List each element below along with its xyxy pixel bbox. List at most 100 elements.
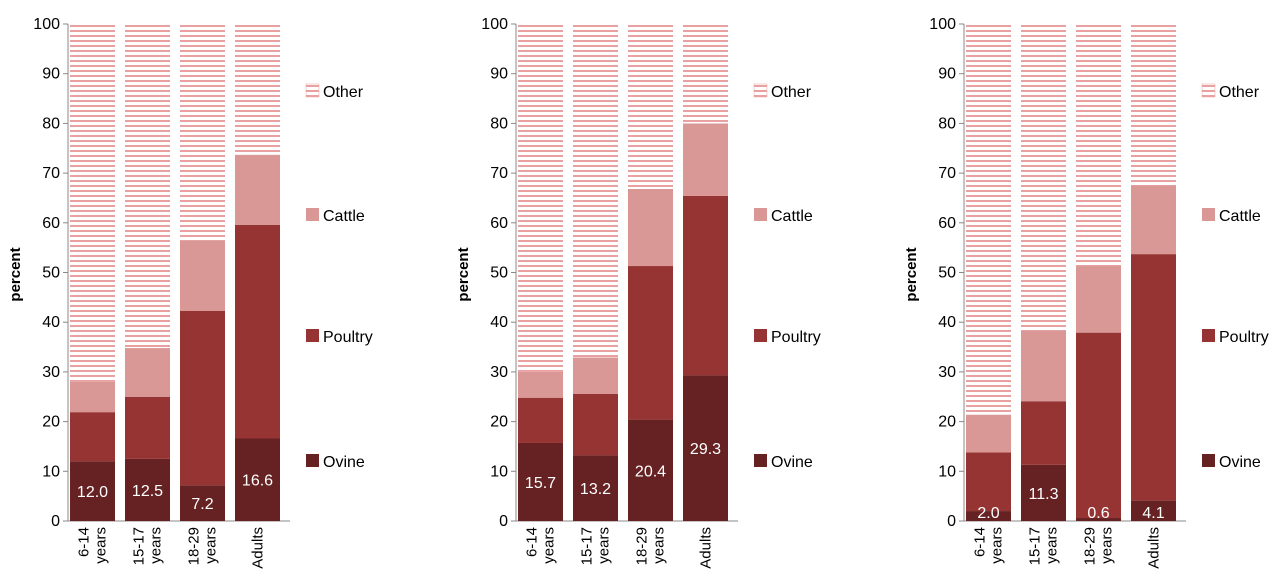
y-tick-label: 20 — [938, 414, 956, 431]
y-tick-label: 20 — [490, 414, 508, 431]
x-category-label-part: Adults — [698, 527, 715, 569]
x-category-label: 18-29years — [634, 527, 668, 565]
bar-segment-poultry — [1131, 254, 1176, 501]
legend-swatch-poultry — [754, 329, 767, 342]
bar-segment-poultry — [1076, 332, 1121, 519]
x-category-label: 6-14years — [972, 527, 1006, 564]
bar-segment-other — [125, 24, 170, 349]
data-label: 11.3 — [1029, 486, 1059, 503]
data-label: 12.5 — [132, 483, 163, 500]
x-category-label: Adults — [250, 527, 267, 569]
bar-segment-poultry — [180, 310, 225, 486]
y-tick-label: 100 — [929, 16, 956, 33]
bar-segment-other — [70, 24, 115, 382]
bar-segment-other — [235, 24, 280, 155]
legend-label-ovine: Ovine — [323, 454, 365, 471]
y-tick-label: 20 — [42, 414, 60, 431]
y-tick-label: 80 — [938, 115, 956, 132]
bar-segment-cattle — [180, 240, 225, 311]
y-axis-label: percent — [455, 247, 472, 301]
bar-segment-cattle — [573, 357, 618, 394]
legend-label-ovine: Ovine — [1219, 454, 1261, 471]
data-label: 12.0 — [77, 484, 108, 501]
y-tick-label: 70 — [42, 165, 60, 182]
y-tick-label: 40 — [938, 314, 956, 331]
bar-segment-ovine — [1131, 500, 1176, 521]
y-tick-label: 90 — [42, 66, 60, 83]
bar-segment-other — [683, 24, 728, 124]
y-tick-label: 100 — [33, 16, 60, 33]
bar-segment-ovine — [70, 461, 115, 521]
x-category-label: 6-14years — [76, 527, 110, 564]
data-label: 20.4 — [635, 463, 666, 480]
bar-segment-poultry — [1021, 401, 1066, 465]
legend-label-ovine: Ovine — [771, 454, 813, 471]
data-label: 29.3 — [690, 441, 721, 458]
data-label: 15.7 — [525, 475, 556, 492]
bar-segment-ovine — [966, 511, 1011, 521]
x-category-label-part: Adults — [250, 527, 267, 569]
bar-segment-other — [180, 24, 225, 241]
y-tick-label: 30 — [938, 364, 956, 381]
bar-segment-other — [573, 24, 618, 358]
x-category-label: 15-17years — [1027, 527, 1061, 565]
legend-label-poultry: Poultry — [323, 329, 373, 346]
y-axis-label: percent — [903, 247, 920, 301]
x-category-label-part: years — [596, 527, 613, 564]
chart-panel-3: 0102030405060708090100percent2.06-14year… — [903, 16, 1269, 569]
bar-segment-ovine — [1021, 464, 1066, 521]
x-category-label-part: years — [541, 527, 558, 564]
bar-segment-ovine — [1076, 518, 1121, 521]
x-category-label-part: years — [1099, 527, 1116, 564]
bar-segment-other — [518, 24, 563, 372]
x-category-label-part: years — [203, 527, 220, 564]
x-category-label-part: years — [989, 527, 1006, 564]
x-category-label-part: 15-17 — [1027, 527, 1044, 565]
legend-label-poultry: Poultry — [1219, 329, 1269, 346]
data-label: 0.6 — [1087, 505, 1109, 522]
bar-segment-cattle — [1076, 266, 1121, 333]
data-label: 2.0 — [977, 505, 999, 522]
y-tick-label: 90 — [490, 66, 508, 83]
data-label: 16.6 — [242, 473, 273, 490]
bar-segment-ovine — [628, 419, 673, 521]
x-category-label-part: Adults — [1146, 527, 1163, 569]
y-tick-label: 70 — [490, 165, 508, 182]
y-tick-label: 40 — [42, 314, 60, 331]
chart-panel-2: 0102030405060708090100percent15.76-14yea… — [455, 16, 821, 569]
x-category-label-part: 18-29 — [634, 527, 651, 565]
bar-segment-other — [1131, 24, 1176, 186]
legend-swatch-other — [753, 83, 768, 98]
legend-label-cattle: Cattle — [323, 208, 365, 225]
bar-segment-cattle — [235, 154, 280, 225]
bar-segment-other — [628, 24, 673, 190]
legend-swatch-poultry — [1202, 329, 1215, 342]
y-tick-label: 50 — [938, 265, 956, 282]
x-category-label-part: 15-17 — [131, 527, 148, 565]
x-category-label-part: 6-14 — [524, 527, 541, 557]
x-category-label-part: 18-29 — [1082, 527, 1099, 565]
data-label: 13.2 — [580, 481, 611, 498]
chart-panel-1: 0102030405060708090100percent12.06-14yea… — [7, 16, 373, 569]
bar-segment-ovine — [573, 455, 618, 521]
legend-swatch-other — [1201, 83, 1216, 98]
y-tick-label: 100 — [481, 16, 508, 33]
y-tick-label: 60 — [938, 215, 956, 232]
bar-segment-cattle — [1131, 185, 1176, 255]
bar-segment-cattle — [518, 371, 563, 398]
x-category-label-part: years — [148, 527, 165, 564]
bar-segment-ovine — [683, 375, 728, 521]
bar-segment-poultry — [518, 397, 563, 443]
bar-segment-poultry — [628, 266, 673, 420]
y-tick-label: 60 — [490, 215, 508, 232]
bar-segment-ovine — [180, 485, 225, 521]
y-tick-label: 10 — [490, 463, 508, 480]
y-tick-label: 40 — [490, 314, 508, 331]
bar-segment-ovine — [235, 438, 280, 521]
x-category-label: 6-14years — [524, 527, 558, 564]
legend-swatch-cattle — [1202, 208, 1215, 221]
data-label: 4.1 — [1142, 505, 1164, 522]
bar-segment-cattle — [70, 381, 115, 413]
legend-label-other: Other — [771, 84, 812, 101]
